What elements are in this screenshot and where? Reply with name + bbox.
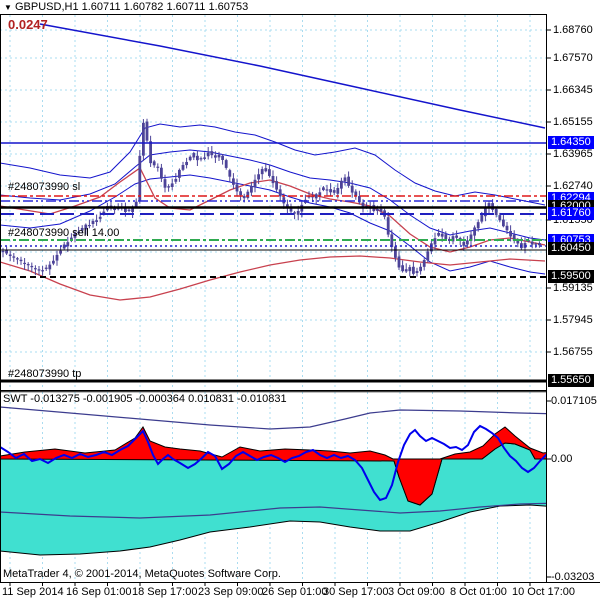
indicator-tick-label: -0.03203 (551, 571, 595, 583)
band-middle-line (0, 149, 546, 241)
order-sell-annotation[interactable]: #248073990 sell 14.00 (8, 227, 120, 239)
date-tick-label: 26 Sep 01:00 (262, 586, 328, 598)
price-tick-label: 1.66345 (553, 84, 593, 96)
red-slow-ma-line (0, 255, 546, 301)
date-tick-label: 8 Oct 01:00 (450, 586, 507, 598)
symbol-dropdown-icon[interactable]: ▼ (4, 3, 12, 12)
ohlc-values: 1.60711 1.60782 1.60711 1.60753 (81, 1, 249, 13)
trend-ma-line (39, 23, 546, 129)
indicator-tick-label: 0.00 (551, 453, 573, 465)
indicator-title: SWT -0.013275 -0.001905 -0.000364 0.0108… (3, 393, 287, 405)
price-level-label: 1.60450 (548, 242, 594, 255)
date-tick-label: 10 Oct 17:00 (512, 586, 575, 598)
symbol-title[interactable]: ▼ GBPUSD,H1 1.60711 1.60782 1.60711 1.60… (4, 1, 248, 13)
swt-red-area (0, 426, 546, 506)
main-pane[interactable] (0, 15, 546, 390)
price-level-label: 1.59500 (548, 270, 594, 283)
price-level-label: 1.55650 (548, 374, 594, 387)
price-tick-label: 1.67570 (553, 52, 593, 64)
pane-borders (0, 14, 600, 586)
price-tick-label: 1.59135 (553, 282, 593, 294)
date-tick-label: 16 Sep 01:00 (66, 586, 132, 598)
swt-envelope-upper (0, 406, 546, 430)
indicator-tick-label: 0.017105 (551, 395, 597, 407)
band-upper-line (0, 123, 546, 206)
band-lower-line (0, 174, 546, 275)
order-sl-annotation[interactable]: #248073990 sl (8, 181, 81, 193)
date-tick-label: 30 Sep 17:00 (323, 586, 389, 598)
measure-value-label: 0.0247 (8, 17, 48, 32)
price-tick-label: 1.62740 (553, 180, 593, 192)
price-tick-label: 1.56755 (553, 346, 593, 358)
date-tick-label: 3 Oct 09:00 (388, 586, 445, 598)
swt-signal-line (0, 424, 546, 502)
price-tick-label: 1.57945 (553, 314, 593, 326)
price-tick-label: 1.63965 (553, 148, 593, 160)
swt-envelope-lower (0, 502, 546, 519)
price-level-label: 1.64350 (548, 136, 594, 149)
order-tp-annotation[interactable]: #248073990 tp (8, 368, 82, 380)
date-tick-label: 18 Sep 17:00 (132, 586, 198, 598)
price-level-label: 1.61760 (548, 207, 594, 220)
indicator-pane[interactable] (0, 392, 600, 581)
copyright-text: MetaTrader 4, © 2001-2014, MetaQuotes So… (3, 568, 281, 580)
date-tick-label: 23 Sep 09:00 (198, 586, 264, 598)
symbol-period-label: GBPUSD,H1 (14, 1, 79, 13)
date-tick-label: 11 Sep 2014 (2, 586, 64, 598)
price-tick-label: 1.65155 (553, 116, 593, 128)
price-tick-label: 1.68760 (553, 24, 593, 36)
